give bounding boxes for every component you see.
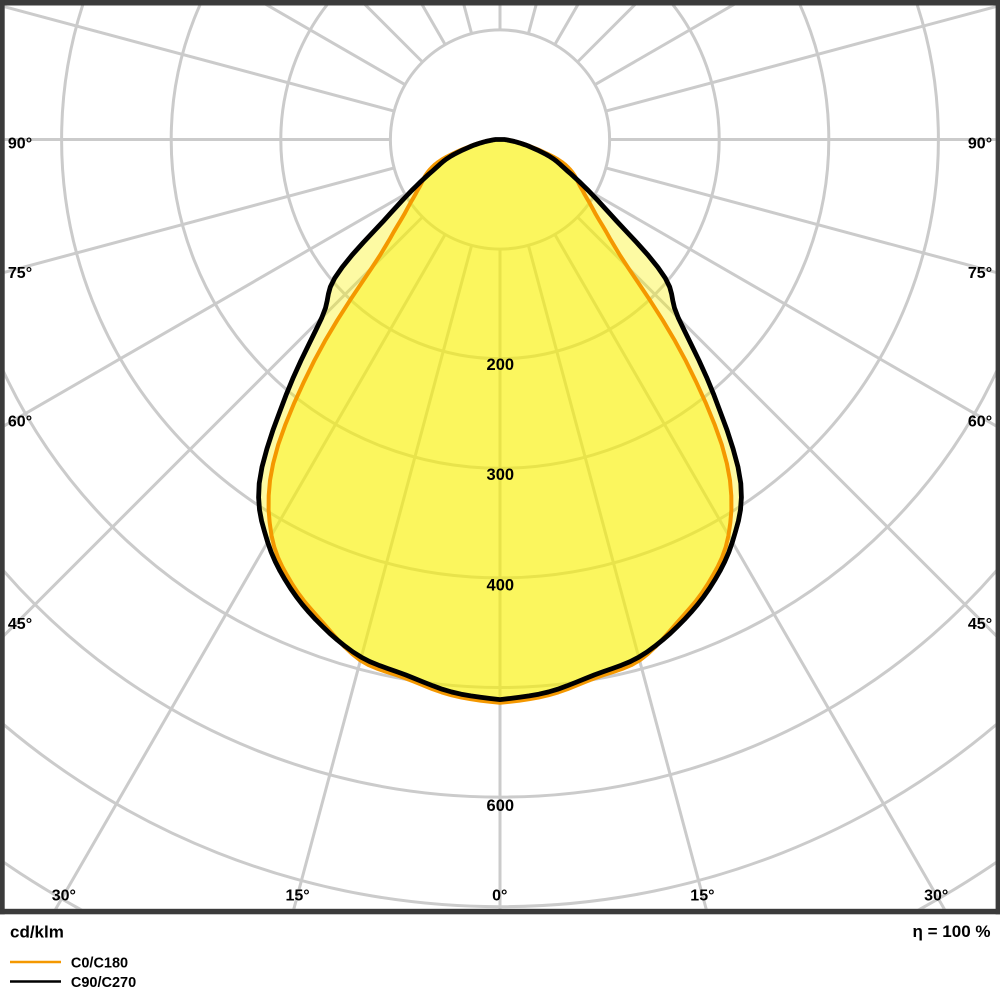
svg-text:200: 200 — [487, 356, 515, 374]
svg-text:400: 400 — [487, 576, 515, 594]
svg-text:60°: 60° — [8, 414, 32, 431]
svg-text:90°: 90° — [8, 136, 32, 153]
svg-text:45°: 45° — [968, 616, 992, 633]
svg-text:30°: 30° — [924, 888, 948, 905]
svg-text:0°: 0° — [492, 888, 507, 905]
svg-text:30°: 30° — [52, 888, 76, 905]
svg-text:60°: 60° — [968, 414, 992, 431]
svg-text:75°: 75° — [968, 265, 992, 282]
svg-text:90°: 90° — [968, 136, 992, 153]
svg-text:η = 100 %: η = 100 % — [913, 922, 991, 941]
svg-text:C0/C180: C0/C180 — [71, 956, 128, 972]
svg-text:75°: 75° — [8, 265, 32, 282]
svg-text:15°: 15° — [690, 888, 714, 905]
svg-text:cd/klm: cd/klm — [10, 922, 64, 941]
svg-text:45°: 45° — [8, 616, 32, 633]
svg-text:15°: 15° — [285, 888, 309, 905]
svg-text:600: 600 — [487, 797, 515, 815]
svg-text:300: 300 — [487, 466, 515, 484]
svg-text:C90/C270: C90/C270 — [71, 975, 136, 991]
